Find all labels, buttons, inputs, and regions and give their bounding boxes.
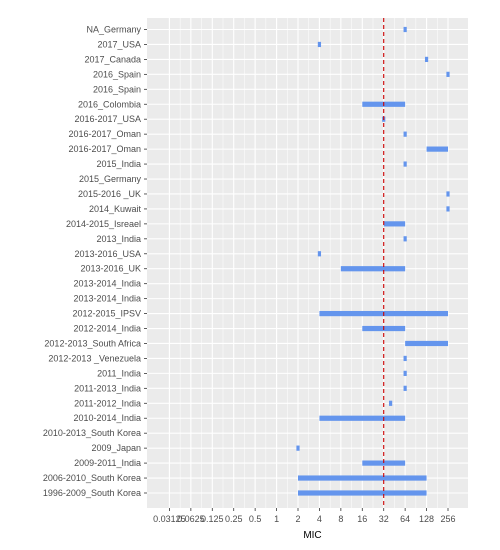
x-tick-label: 0.5 [249, 514, 262, 524]
y-tick-label: 2010-2013_South Korea [43, 428, 141, 438]
x-tick-label: 16 [357, 514, 367, 524]
x-tick-label: 2 [295, 514, 300, 524]
range-bar [362, 460, 406, 466]
range-bar [446, 71, 450, 77]
y-tick-label: 2012-2014_India [73, 324, 141, 334]
minor-gridlines [179, 18, 438, 508]
range-bar [446, 191, 450, 197]
y-tick-label: 2011-2013_India [74, 383, 141, 393]
x-tick-label: 0.0625 [177, 514, 205, 524]
y-tick-label: 2015_Germany [79, 174, 142, 184]
range-bar [403, 161, 407, 167]
plot-panel [147, 18, 468, 508]
x-tick-label: 0.03125 [153, 514, 186, 524]
y-tick-label: 2015-2016 _UK [78, 189, 141, 199]
y-tick-label: 2015_India [96, 159, 141, 169]
y-tick-label: 2013-2014_India [73, 294, 141, 304]
y-tick-label: 2009-2011_India [74, 458, 141, 468]
range-bar [403, 385, 407, 391]
y-tick-label: 2016-2017_Oman [68, 144, 141, 154]
y-axis-labels: NA_Germany 2017_USA 2017_Canada 2016_Spain 2… [43, 25, 147, 498]
y-tick-label: 2016_Spain [93, 84, 141, 94]
range-bar [317, 251, 322, 257]
range-bar [403, 131, 407, 137]
range-bar [405, 340, 448, 347]
x-tick-label: 8 [338, 514, 343, 524]
range-bar [340, 266, 406, 272]
x-tick-label: 32 [379, 514, 389, 524]
x-tick-label: 0.125 [201, 514, 224, 524]
range-bar [426, 146, 448, 152]
range-bar [403, 355, 407, 362]
y-tick-label: 2017_USA [97, 39, 141, 49]
range-bar [403, 236, 407, 242]
y-tick-label: 2016-2017_USA [74, 114, 141, 124]
y-tick-label: 2011-2012_India [74, 398, 141, 408]
x-tick-label: 64 [400, 514, 410, 524]
range-bar [298, 490, 427, 496]
y-tick-label: 2013_India [96, 234, 141, 244]
x-tick-label: 4 [317, 514, 322, 524]
y-tick-label: 2010-2014_India [73, 413, 141, 423]
x-tick-label: 256 [440, 514, 455, 524]
x-tick-label: 1 [274, 514, 279, 524]
range-bar [446, 206, 450, 212]
y-tick-label: 2009_Japan [91, 443, 141, 453]
y-tick-label: 2014-2015_Isreael [66, 219, 141, 229]
y-tick-label: 2012-2013_South Africa [44, 338, 141, 348]
y-tick-label: 2011_India [97, 368, 141, 378]
range-bar [424, 56, 429, 63]
y-tick-label: 2013-2016_USA [74, 249, 141, 259]
y-tick-label: 2014_Kuwait [89, 204, 142, 214]
y-tick-label: 2017_Canada [84, 54, 141, 64]
y-tick-label: 2006-2010_South Korea [43, 473, 141, 483]
range-bar [296, 445, 300, 451]
range-bar [298, 475, 427, 481]
y-tick-label: 2016-2017_Oman [68, 129, 141, 139]
y-tick-label: NA_Germany [86, 25, 141, 35]
range-bar [317, 41, 322, 48]
range-bar [383, 221, 406, 227]
y-tick-label: 2013-2014_India [73, 279, 141, 289]
x-tick-label: 0.25 [225, 514, 243, 524]
y-tick-label: 2012-2013 _Venezuela [48, 353, 141, 363]
x-tick-label: 128 [419, 514, 434, 524]
range-bar [403, 370, 407, 376]
range-bar [389, 400, 393, 406]
range-bar [319, 415, 406, 421]
y-tick-label: 2016_Spain [93, 69, 141, 79]
y-tick-label: 2013-2016_UK [80, 264, 141, 274]
y-tick-label: 2012-2015_IPSV [72, 309, 141, 319]
y-tick-label: 1996-2009_South Korea [43, 488, 141, 498]
x-axis-title: MIC [303, 530, 321, 541]
range-bar [403, 26, 407, 33]
y-tick-label: 2016_Colombia [78, 99, 141, 109]
